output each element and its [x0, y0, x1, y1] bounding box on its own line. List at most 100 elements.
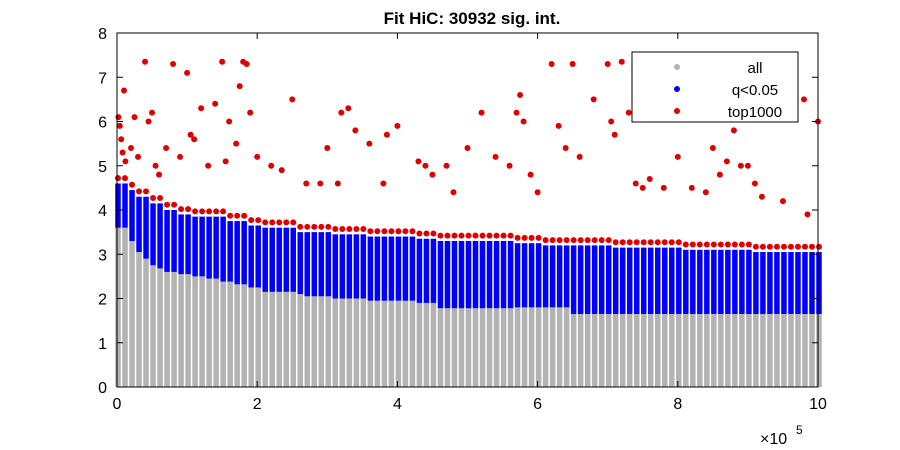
q005-bin-15 [220, 216, 226, 282]
top1000-band-point-41 [402, 228, 409, 235]
all-bin-67 [584, 313, 591, 387]
q005-bin-65 [570, 245, 577, 314]
top1000-point-26 [233, 140, 240, 147]
all-bin-64 [563, 307, 570, 387]
all-bin-93 [767, 313, 773, 387]
top1000-point-3 [119, 149, 126, 156]
all-bin-80 [676, 313, 682, 387]
top1000-band-point-64 [563, 237, 570, 244]
q005-bin-92 [760, 252, 766, 314]
top1000-point-71 [632, 180, 639, 187]
q005-bin-12 [199, 216, 205, 277]
top1000-point-86 [779, 198, 786, 205]
top1000-band-point-32 [339, 226, 346, 233]
all-bin-56 [507, 308, 514, 387]
y-tick-labels: 0 1 2 3 4 5 6 7 8 [98, 26, 107, 397]
top1000-band-point-71 [612, 239, 619, 246]
top1000-band-point-67 [584, 237, 591, 244]
all-bin-30 [325, 296, 332, 387]
q005-bin-36 [367, 236, 374, 301]
top1000-point-83 [744, 162, 751, 169]
q005-bin-67 [584, 245, 591, 314]
q005-bin-2 [129, 190, 135, 241]
all-bin-92 [760, 313, 766, 387]
all-bin-40 [395, 300, 402, 387]
all-bin-98 [802, 313, 808, 387]
all-bin-4 [143, 258, 149, 387]
all-bin-52 [479, 308, 486, 387]
q005-bin-83 [697, 249, 703, 314]
top1000-band-point-1 [122, 175, 129, 182]
y-tick-label: 1 [98, 336, 107, 353]
top1000-band-point-87 [724, 241, 731, 248]
top1000-band-point-5 [150, 195, 157, 202]
top1000-band-point-19 [248, 217, 255, 224]
q005-bin-6 [157, 203, 163, 269]
top1000-band-point-57 [514, 234, 521, 241]
q005-bin-52 [479, 240, 486, 309]
y-tick-label: 4 [98, 203, 107, 220]
q005-bin-56 [507, 240, 514, 309]
top1000-band-point-89 [738, 241, 745, 248]
q005-bin-100 [816, 252, 822, 314]
top1000-band-point-68 [591, 237, 598, 244]
top1000-point-23 [219, 58, 226, 65]
top1000-band-point-76 [647, 239, 654, 246]
top1000-point-64 [576, 153, 583, 160]
all-bin-13 [206, 278, 212, 387]
all-bin-73 [626, 313, 633, 387]
top1000-band-point-66 [577, 237, 584, 244]
top1000-point-44 [383, 131, 390, 138]
all-bin-59 [528, 307, 535, 387]
top1000-band-point-78 [661, 239, 668, 246]
q005-bin-18 [241, 221, 247, 285]
all-bin-66 [577, 313, 584, 387]
top1000-point-7 [131, 114, 138, 121]
all-bin-50 [465, 308, 472, 387]
top1000-point-87 [800, 96, 807, 103]
all-bin-29 [318, 296, 325, 387]
all-bin-39 [388, 300, 395, 387]
top1000-point-35 [303, 180, 310, 187]
top1000-point-48 [429, 171, 436, 178]
top1000-band-point-2 [129, 181, 136, 188]
top1000-point-31 [254, 153, 261, 160]
all-bin-65 [570, 313, 577, 387]
top1000-band-point-24 [283, 219, 290, 226]
top1000-point-51 [464, 145, 471, 152]
all-bin-34 [353, 298, 360, 387]
all-bin-79 [669, 313, 675, 387]
q005-bin-1 [122, 183, 128, 228]
top1000-band-point-36 [367, 228, 374, 235]
q005-bin-11 [192, 216, 198, 277]
top1000-band-point-99 [808, 243, 815, 250]
top1000-point-29 [243, 60, 250, 67]
top1000-point-88 [804, 211, 811, 218]
q005-bin-8 [171, 210, 177, 272]
top1000-band-point-46 [437, 232, 444, 239]
top1000-point-76 [688, 184, 695, 191]
q005-bin-88 [732, 249, 738, 314]
top1000-band-point-54 [493, 232, 500, 239]
all-bin-24 [283, 291, 289, 387]
top1000-point-39 [338, 109, 345, 116]
q005-bin-96 [788, 252, 794, 314]
top1000-point-20 [198, 105, 205, 112]
q005-bin-0 [115, 183, 121, 228]
q005-bin-26 [297, 232, 304, 295]
all-bin-74 [633, 313, 640, 387]
top1000-point-53 [492, 153, 499, 160]
q005-bin-87 [725, 249, 731, 314]
top1000-band-point-23 [276, 219, 283, 226]
top1000-band-point-93 [766, 243, 773, 250]
top1000-point-50 [450, 189, 457, 196]
top1000-point-70 [625, 109, 632, 116]
top1000-point-4 [121, 87, 128, 94]
q005-bin-95 [781, 252, 787, 314]
all-bin-6 [157, 268, 163, 387]
top1000-point-72 [639, 184, 646, 191]
q005-bin-94 [774, 252, 780, 314]
all-bin-90 [746, 313, 752, 387]
x-exponent-base: ×10 [760, 431, 787, 448]
plot-points [115, 58, 822, 387]
